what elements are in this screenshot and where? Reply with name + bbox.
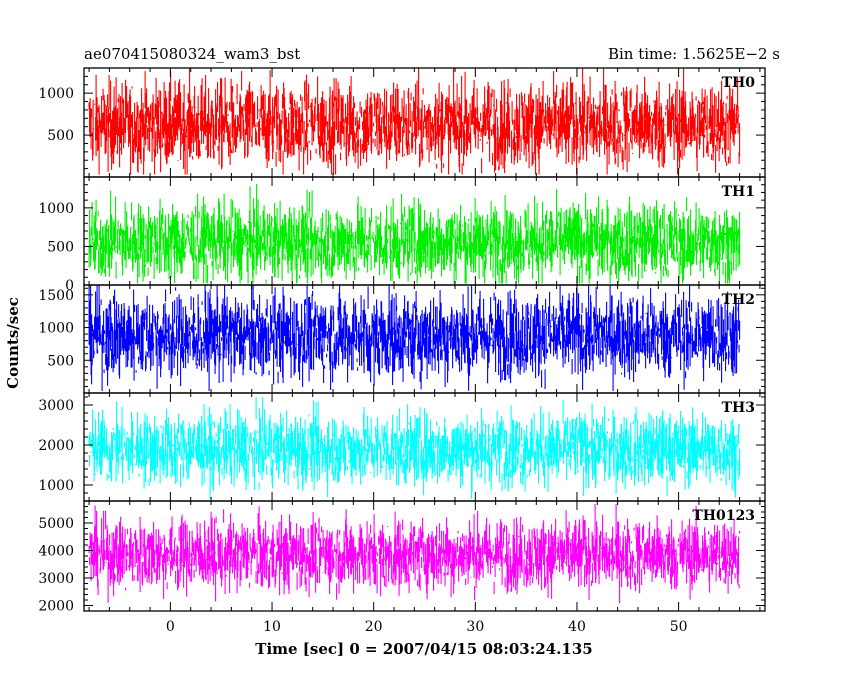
y-tick-label: 1000	[38, 201, 74, 217]
y-tick-label: 2000	[38, 438, 74, 454]
x-tick-label: 40	[568, 619, 586, 635]
x-axis-label: Time [sec] 0 = 2007/04/15 08:03:24.135	[255, 640, 592, 658]
y-tick-label: 1000	[38, 86, 74, 102]
panel-th1: 0 500 1000 TH1	[38, 176, 766, 294]
x-tick-label: 20	[365, 619, 383, 635]
y-tick-label: 3000	[38, 398, 74, 414]
y-tick-label: 1500	[38, 288, 74, 304]
channel-label: TH1	[722, 184, 755, 200]
bin-time-label: Bin time: 1.5625E−2 s	[608, 45, 780, 63]
panel-frame	[83, 67, 766, 178]
panel-th2: 500 1000 1500 TH2	[38, 284, 766, 394]
channel-label: TH2	[722, 292, 755, 308]
x-tick-label: 10	[263, 619, 281, 635]
y-axis-label: Counts/sec	[4, 297, 22, 389]
y-tick-label: 500	[47, 353, 74, 369]
y-tick-label: 500	[47, 239, 74, 255]
y-tick-label: 4000	[38, 544, 74, 560]
panel-th0123: 2000 3000 4000 5000 TH0123	[38, 500, 766, 615]
y-tick-label: 1000	[38, 321, 74, 337]
x-tick-label: 30	[466, 619, 484, 635]
panel-th0: 500 1000 TH0	[38, 67, 766, 178]
y-tick-label: 1000	[38, 478, 74, 494]
series-th0123	[88, 503, 741, 604]
series-th1	[88, 184, 741, 284]
y-tick-label: 3000	[38, 571, 74, 587]
y-tick-label: 5000	[38, 516, 74, 532]
y-tick-label: 500	[47, 128, 74, 144]
channel-label: TH0	[722, 75, 756, 91]
y-tick-label: 0	[65, 278, 74, 294]
channel-label: TH3	[722, 400, 755, 416]
series-th0	[88, 68, 741, 175]
x-tick-label: 50	[670, 619, 688, 635]
series-th3	[88, 397, 741, 499]
series-th2	[88, 285, 741, 391]
y-tick-label: 2000	[38, 599, 74, 615]
x-tick-label: 0	[166, 619, 175, 635]
panel-th3: 1000 2000 3000 TH3	[38, 392, 766, 502]
channel-label: TH0123	[692, 508, 755, 524]
chart-title: ae070415080324_wam3_bst	[84, 45, 300, 63]
